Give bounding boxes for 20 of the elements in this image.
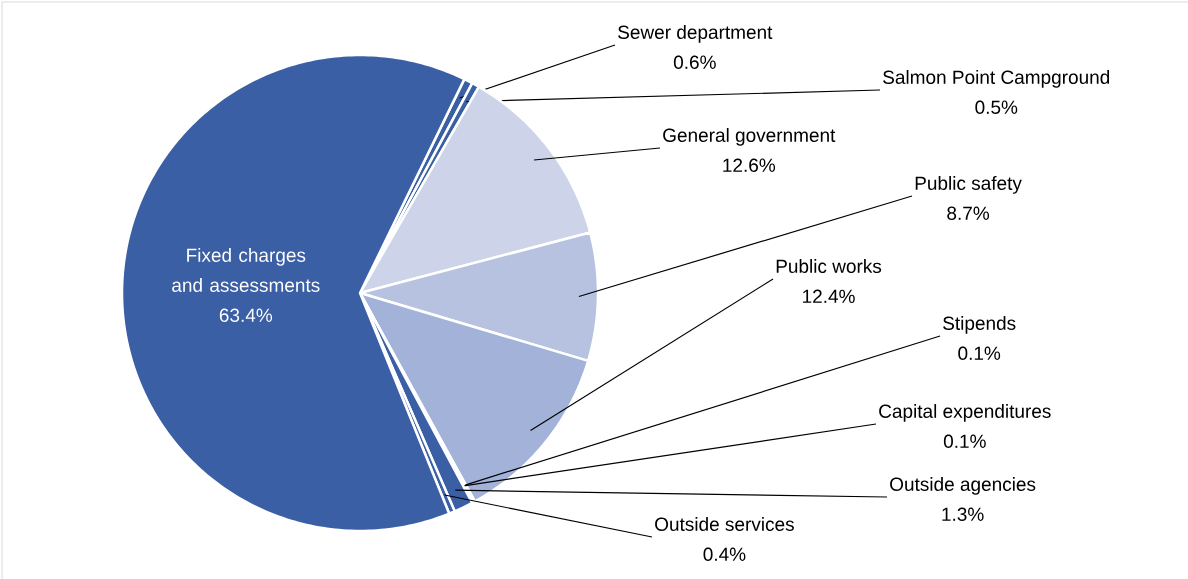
slice-label: General government	[663, 128, 836, 146]
slice-label: Public safety	[915, 176, 1022, 194]
slice-label: Public works	[776, 259, 882, 274]
data-label: 1.3%	[942, 507, 984, 521]
data-label: 0.1%	[943, 434, 986, 448]
data-label: 8.7%	[947, 206, 990, 220]
data-label: 0.1%	[958, 346, 1001, 360]
data-label: 0.4%	[703, 547, 746, 561]
slice-label: Sewer department	[618, 25, 773, 43]
slice-label: Capital expenditures	[879, 404, 1051, 422]
slice-label: Stipends	[943, 316, 1016, 334]
data-label: 12.6%	[723, 158, 776, 172]
slice-label: Outside services	[655, 517, 794, 531]
data-label: 63.4%	[219, 308, 273, 322]
slice-label: Salmon Point Campground	[883, 70, 1110, 88]
data-label: 0.6%	[673, 55, 716, 69]
slice-label: Outside agencies	[890, 477, 1036, 495]
slice-label: Fixed charges and assessments	[172, 248, 320, 292]
data-label: 0.5%	[975, 100, 1018, 114]
data-label: 12.4%	[803, 289, 855, 303]
